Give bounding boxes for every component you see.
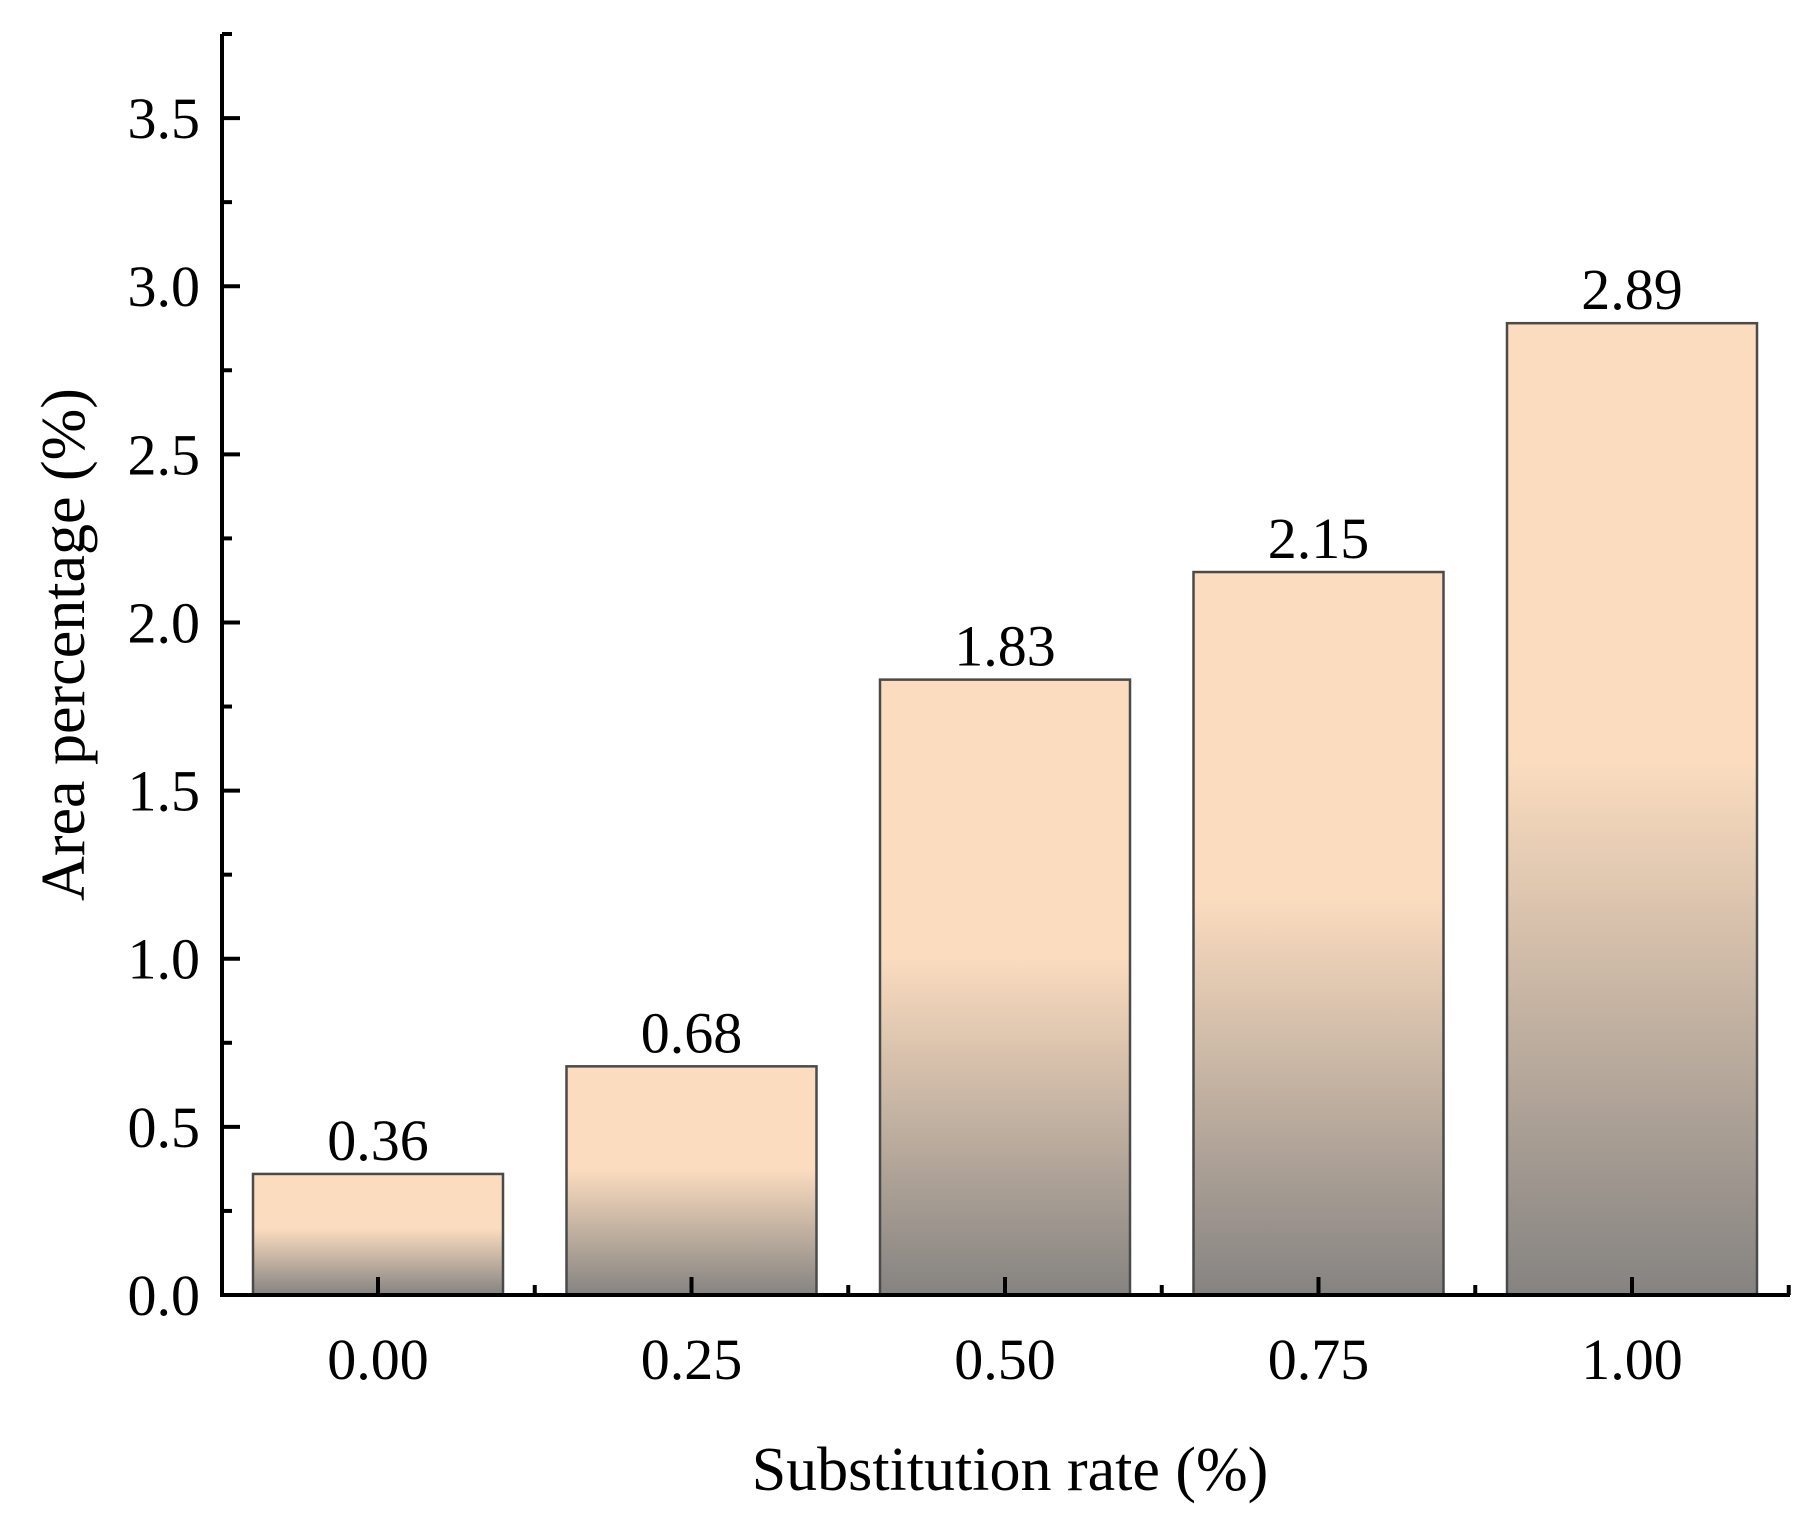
x-axis-title: Substitution rate (%): [752, 1436, 1269, 1504]
x-tick-label-0.50: 0.50: [954, 1327, 1056, 1392]
y-tick-label: 2.5: [128, 422, 201, 487]
y-tick-label: 3.5: [128, 86, 201, 151]
y-axis-title: Area percentage (%): [30, 388, 98, 901]
y-tick-label: 0.0: [128, 1263, 201, 1328]
y-tick-label: 1.5: [128, 759, 201, 824]
data-label-0.00: 0.36: [327, 1108, 429, 1173]
data-label-1.00: 2.89: [1581, 257, 1683, 322]
x-ticks-layer: 0.00 0.25 0.50 0.75 1.00: [327, 1277, 1791, 1392]
x-tick-label-0.75: 0.75: [1268, 1327, 1370, 1392]
x-tick-label-1.00: 1.00: [1581, 1327, 1683, 1392]
y-tick-label: 2.0: [128, 590, 201, 655]
data-label-0.25: 0.68: [641, 1000, 743, 1065]
y-tick-label: 1.0: [128, 927, 201, 992]
y-tick-label: 3.0: [128, 254, 201, 319]
bar-0.00: [251, 1172, 505, 1297]
bars-layer: [251, 321, 1759, 1297]
x-tick-label-0.00: 0.00: [327, 1327, 429, 1392]
bar-0.25: [565, 1065, 818, 1297]
y-tick-label: 0.5: [128, 1095, 201, 1160]
y-ticks-layer: 0.0 0.5 1.0 1.5 2.0 2.5 3.0 3.5: [128, 32, 240, 1328]
bar-0.50: [878, 678, 1132, 1297]
bar-0.75: [1192, 570, 1445, 1297]
data-label-0.75: 2.15: [1268, 506, 1370, 571]
x-tick-label-0.25: 0.25: [641, 1327, 743, 1392]
value-labels-layer: 0.36 0.68 1.83 2.15 2.89: [327, 257, 1683, 1173]
data-label-0.50: 1.83: [954, 614, 1056, 679]
bar-1.00: [1505, 321, 1759, 1297]
